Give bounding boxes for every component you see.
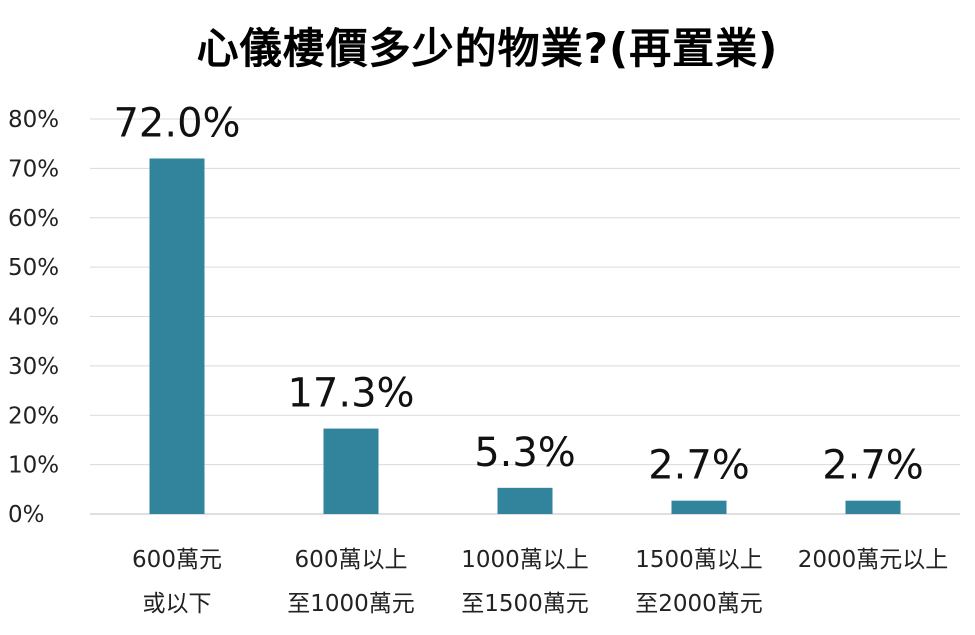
x-tick-label: 至1500萬元 bbox=[461, 591, 589, 617]
bar bbox=[845, 500, 901, 514]
y-tick-label: 30% bbox=[8, 354, 59, 380]
y-tick-label: 10% bbox=[8, 453, 59, 479]
data-label: 2.7% bbox=[648, 443, 750, 489]
bar bbox=[497, 487, 553, 514]
x-tick-label: 600萬以上 bbox=[295, 547, 408, 573]
data-labels: 72.0% 17.3% 5.3% 2.7% 2.7% bbox=[113, 101, 923, 489]
x-tick-label: 2000萬元以上 bbox=[798, 547, 949, 573]
bars bbox=[149, 158, 901, 514]
bar bbox=[671, 500, 727, 514]
x-tick-label: 1500萬以上 bbox=[635, 547, 763, 573]
y-tick-label: 50% bbox=[8, 255, 59, 281]
gridlines bbox=[90, 118, 960, 515]
data-label: 72.0% bbox=[113, 101, 240, 147]
bar bbox=[323, 428, 379, 514]
y-tick-label: 60% bbox=[8, 206, 59, 232]
data-label: 17.3% bbox=[287, 371, 414, 417]
y-tick-label: 20% bbox=[8, 403, 59, 429]
x-tick-label: 600萬元 bbox=[132, 547, 222, 573]
y-tick-label: 0% bbox=[8, 502, 45, 528]
data-label: 5.3% bbox=[474, 430, 576, 476]
x-tick-label: 至2000萬元 bbox=[635, 591, 763, 617]
y-axis: 0% 10% 20% 30% 40% 50% 60% 70% 80% bbox=[8, 107, 59, 528]
x-tick-label: 1000萬以上 bbox=[461, 547, 589, 573]
chart-title: 心儀樓價多少的物業?(再置業) bbox=[196, 24, 779, 73]
x-tick-label: 或以下 bbox=[143, 591, 212, 617]
bar bbox=[149, 158, 205, 514]
y-tick-label: 80% bbox=[8, 107, 59, 133]
data-label: 2.7% bbox=[822, 443, 924, 489]
y-tick-label: 70% bbox=[8, 156, 59, 182]
y-tick-label: 40% bbox=[8, 305, 59, 331]
x-tick-label: 至1000萬元 bbox=[287, 591, 415, 617]
